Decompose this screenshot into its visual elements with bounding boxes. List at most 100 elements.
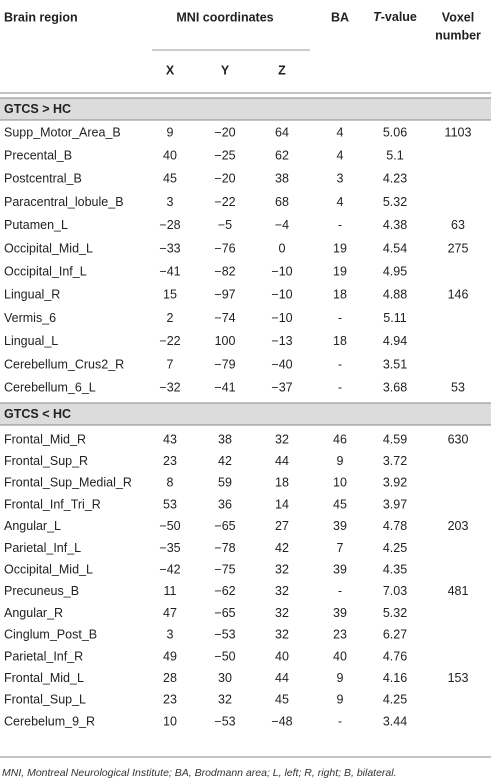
region-cell: Cinglum_Post_B — [4, 628, 97, 642]
value-cell: 4 — [337, 125, 344, 139]
region-cell: Frontal_Sup_R — [4, 454, 88, 468]
value-cell: - — [338, 584, 342, 598]
value-cell: 42 — [218, 454, 232, 468]
value-cell: 4.25 — [383, 693, 407, 707]
value-cell: 15 — [163, 288, 177, 302]
value-cell: 6.27 — [383, 628, 407, 642]
value-cell: −13 — [271, 334, 292, 348]
section-label: GTCS > HC — [4, 102, 71, 116]
value-cell: −53 — [214, 628, 235, 642]
region-cell: Frontal_Inf_Tri_R — [4, 497, 101, 511]
value-cell: 64 — [275, 125, 289, 139]
value-cell: −41 — [159, 264, 180, 278]
value-cell: 36 — [218, 497, 232, 511]
value-cell: 45 — [163, 172, 177, 186]
value-cell: 100 — [215, 334, 236, 348]
region-cell: Frontal_Mid_R — [4, 432, 86, 446]
region-cell: Vermis_6 — [4, 311, 56, 325]
value-cell: −75 — [214, 562, 235, 576]
value-cell: 40 — [163, 148, 177, 162]
value-cell: 3.97 — [383, 497, 407, 511]
value-cell: 4.88 — [383, 288, 407, 302]
value-cell: 10 — [163, 714, 177, 728]
header-cell: X — [166, 63, 175, 77]
value-cell: 40 — [333, 649, 347, 663]
value-cell: −10 — [271, 288, 292, 302]
value-cell: −97 — [214, 288, 235, 302]
value-cell: 9 — [337, 671, 344, 685]
value-cell: 23 — [333, 628, 347, 642]
region-cell: Cerebellum_Crus2_R — [4, 357, 124, 371]
region-cell: Angular_R — [4, 606, 63, 620]
value-cell: −28 — [159, 218, 180, 232]
header-cell: number — [435, 28, 481, 42]
region-cell: Paracentral_lobule_B — [4, 195, 124, 209]
region-cell: Lingual_R — [4, 288, 60, 302]
value-cell: −76 — [214, 241, 235, 255]
value-cell: −22 — [159, 334, 180, 348]
value-cell: 3 — [167, 628, 174, 642]
value-cell: −35 — [159, 541, 180, 555]
value-cell: −78 — [214, 541, 235, 555]
value-cell: 27 — [275, 519, 289, 533]
value-cell: 5.11 — [383, 311, 406, 325]
value-cell: 47 — [163, 606, 177, 620]
value-cell: 42 — [275, 541, 289, 555]
value-cell: 4.16 — [383, 671, 407, 685]
value-cell: 32 — [275, 432, 289, 446]
header-cell: Z — [278, 63, 286, 77]
value-cell: 11 — [164, 584, 177, 598]
value-cell: 39 — [333, 562, 347, 576]
value-cell: 23 — [163, 693, 177, 707]
value-cell: −48 — [271, 714, 292, 728]
region-cell: Angular_L — [4, 519, 61, 533]
value-cell: 63 — [451, 218, 465, 232]
value-cell: −53 — [214, 714, 235, 728]
region-cell: Frontal_Sup_Medial_R — [4, 476, 132, 490]
region-cell: Frontal_Sup_L — [4, 693, 86, 707]
value-cell: 1103 — [445, 125, 472, 139]
region-cell: Parietal_Inf_L — [4, 541, 81, 555]
value-cell: 4.25 — [383, 541, 407, 555]
value-cell: −37 — [271, 380, 292, 394]
region-cell: Precuneus_B — [4, 584, 79, 598]
value-cell: 4.54 — [383, 241, 407, 255]
value-cell: 45 — [333, 497, 347, 511]
value-cell: 32 — [275, 584, 289, 598]
value-cell: 153 — [448, 671, 469, 685]
value-cell: 203 — [448, 519, 469, 533]
value-cell: −65 — [214, 519, 235, 533]
value-cell: 5.32 — [383, 195, 407, 209]
section-band — [0, 403, 491, 425]
value-cell: 18 — [333, 334, 347, 348]
value-cell: 5.32 — [383, 606, 407, 620]
value-cell: 146 — [448, 288, 469, 302]
value-cell: −82 — [214, 264, 235, 278]
value-cell: 4.35 — [383, 562, 407, 576]
value-cell: −32 — [159, 380, 180, 394]
value-cell: 9 — [337, 693, 344, 707]
value-cell: 10 — [333, 476, 347, 490]
value-cell: −42 — [159, 562, 180, 576]
header-cell: Voxel — [442, 10, 474, 24]
value-cell: 39 — [333, 519, 347, 533]
value-cell: −79 — [214, 357, 235, 371]
value-cell: −50 — [159, 519, 180, 533]
value-cell: 8 — [167, 476, 174, 490]
value-cell: 5.1 — [386, 148, 403, 162]
value-cell: 9 — [337, 454, 344, 468]
value-cell: 32 — [275, 562, 289, 576]
value-cell: 40 — [275, 649, 289, 663]
value-cell: 4.38 — [383, 218, 407, 232]
value-cell: 7 — [167, 357, 174, 371]
value-cell: 19 — [333, 241, 347, 255]
value-cell: 49 — [163, 649, 177, 663]
value-cell: 53 — [451, 380, 465, 394]
value-cell: - — [338, 311, 342, 325]
value-cell: 0 — [279, 241, 286, 255]
region-cell: Occipital_Mid_L — [4, 241, 93, 255]
value-cell: 18 — [333, 288, 347, 302]
value-cell: −65 — [214, 606, 235, 620]
value-cell: 53 — [163, 497, 177, 511]
